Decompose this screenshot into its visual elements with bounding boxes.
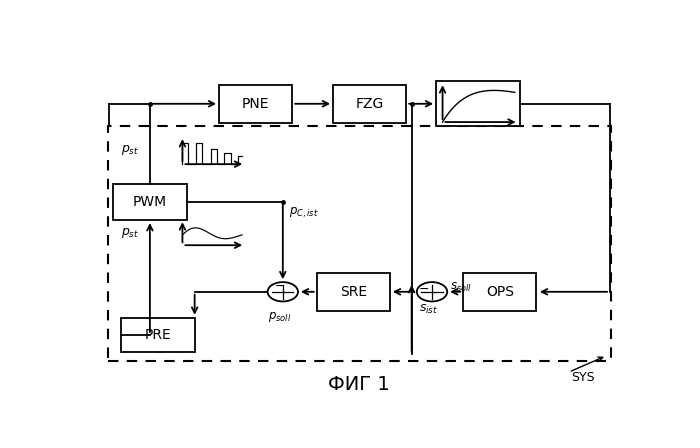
Bar (113, 184, 186, 220)
Text: PWM: PWM (133, 195, 167, 209)
Text: $s_{soll}$: $s_{soll}$ (450, 280, 472, 293)
Text: SYS: SYS (571, 371, 595, 384)
Bar (463, 273, 536, 311)
Text: $s_{ist}$: $s_{ist}$ (419, 302, 438, 315)
Bar (219, 85, 293, 123)
Text: PRE: PRE (145, 328, 172, 342)
Text: $p_{st}$: $p_{st}$ (121, 226, 139, 240)
Bar (316, 273, 390, 311)
Circle shape (416, 282, 447, 302)
Bar (121, 318, 195, 352)
Text: $p_{C,ist}$: $p_{C,ist}$ (289, 206, 318, 220)
Text: $p_{st}$: $p_{st}$ (121, 143, 139, 157)
Text: −: − (274, 280, 285, 293)
Bar (436, 82, 520, 126)
Bar (333, 85, 406, 123)
Text: SRE: SRE (340, 285, 367, 299)
Text: FZG: FZG (356, 97, 384, 111)
Text: ФИГ 1: ФИГ 1 (328, 375, 390, 394)
Text: PNE: PNE (242, 97, 270, 111)
Text: $p_{soll}$: $p_{soll}$ (268, 310, 292, 324)
Circle shape (267, 282, 298, 302)
Text: −: − (419, 283, 429, 296)
Text: OPS: OPS (486, 285, 514, 299)
